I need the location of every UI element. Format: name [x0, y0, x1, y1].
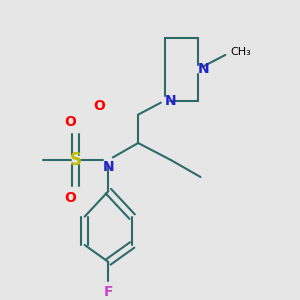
- Text: O: O: [94, 99, 105, 113]
- Text: O: O: [64, 115, 76, 129]
- Text: F: F: [103, 285, 113, 298]
- Text: CH₃: CH₃: [230, 47, 251, 57]
- Text: N: N: [198, 62, 209, 76]
- Text: N: N: [103, 160, 114, 174]
- Text: N: N: [165, 94, 176, 107]
- Text: S: S: [70, 151, 82, 169]
- Text: O: O: [64, 191, 76, 205]
